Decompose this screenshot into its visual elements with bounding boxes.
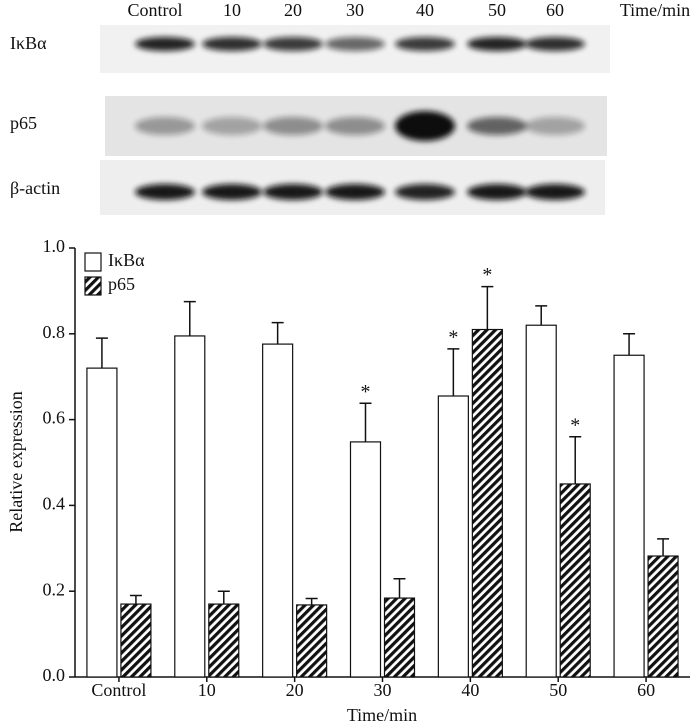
blot-band bbox=[325, 117, 385, 135]
bar bbox=[525, 324, 557, 678]
time-label: Time/min bbox=[620, 0, 690, 20]
bar bbox=[349, 441, 382, 678]
legend-label: IκBα bbox=[108, 250, 145, 270]
legend-swatch bbox=[84, 276, 102, 296]
blot-band bbox=[263, 37, 323, 51]
bar bbox=[208, 603, 240, 678]
y-tick-label: 0.0 bbox=[43, 665, 66, 685]
bar bbox=[559, 483, 591, 678]
x-tick-label: 60 bbox=[637, 680, 655, 700]
error-bar bbox=[623, 333, 636, 356]
bar bbox=[120, 603, 152, 678]
error-bar bbox=[535, 305, 548, 326]
lane-label: Control bbox=[127, 0, 182, 20]
blot-band bbox=[202, 184, 262, 200]
bar bbox=[383, 597, 416, 678]
legend-label: p65 bbox=[108, 274, 135, 294]
error-bar bbox=[183, 300, 196, 336]
blot-band bbox=[135, 117, 195, 135]
row-label: IκBα bbox=[10, 33, 47, 53]
blot-band bbox=[525, 117, 585, 135]
blot-band bbox=[135, 37, 195, 51]
bar bbox=[86, 367, 118, 678]
lane-label: 20 bbox=[284, 0, 302, 20]
blot-band bbox=[467, 184, 527, 200]
blot-band bbox=[202, 117, 262, 135]
x-tick-label: Control bbox=[91, 680, 146, 700]
bar bbox=[437, 395, 469, 678]
error-bar bbox=[129, 594, 142, 605]
x-tick-label: 20 bbox=[286, 680, 304, 700]
y-tick-label: 1.0 bbox=[43, 236, 66, 256]
blot-band bbox=[395, 111, 455, 141]
lane-label: 30 bbox=[346, 0, 364, 20]
error-bar bbox=[481, 285, 494, 330]
error-bar bbox=[359, 402, 372, 442]
error-bar bbox=[569, 436, 582, 484]
bar bbox=[262, 343, 294, 678]
x-tick-label: 40 bbox=[461, 680, 479, 700]
blot-band bbox=[395, 37, 455, 51]
bar bbox=[471, 328, 503, 678]
blot-band bbox=[202, 37, 262, 51]
blot-band bbox=[467, 117, 527, 135]
blot-band bbox=[467, 37, 527, 51]
x-tick-label: 10 bbox=[198, 680, 216, 700]
bar bbox=[296, 604, 328, 678]
western-blot: Control 10 20 30 40 50 60 Time/min IκBα p65 β-acti… bbox=[10, 0, 690, 215]
blot-band bbox=[325, 184, 385, 200]
error-bar bbox=[657, 538, 670, 557]
row-label: β-actin bbox=[10, 178, 60, 198]
blot-band bbox=[525, 184, 585, 200]
significance-mark: * bbox=[448, 326, 458, 348]
legend-swatch bbox=[84, 252, 102, 272]
bar bbox=[174, 335, 206, 678]
blot-band bbox=[395, 184, 455, 200]
error-bar bbox=[95, 337, 108, 369]
y-tick-label: 0.4 bbox=[43, 494, 66, 514]
bar-chart: Relative expression Time/min 0.0 0.2 0.4 0.… bbox=[6, 236, 690, 725]
blot-band bbox=[135, 184, 195, 200]
y-tick-label: 0.2 bbox=[43, 579, 66, 599]
blot-band bbox=[325, 37, 385, 51]
y-axis-label: Relative expression bbox=[6, 391, 26, 532]
error-bar bbox=[271, 321, 284, 345]
significance-mark: * bbox=[482, 264, 492, 286]
bar bbox=[613, 354, 645, 678]
x-tick-label: 30 bbox=[374, 680, 392, 700]
error-bar bbox=[447, 348, 460, 397]
error-bar bbox=[305, 597, 318, 605]
y-tick-label: 0.6 bbox=[43, 408, 66, 428]
x-axis-label: Time/min bbox=[347, 705, 417, 725]
lane-label: 60 bbox=[546, 0, 564, 20]
blot-band bbox=[263, 184, 323, 200]
x-tick-label: 50 bbox=[549, 680, 567, 700]
y-tick-label: 0.8 bbox=[43, 322, 66, 342]
blot-band bbox=[263, 117, 323, 135]
row-label: p65 bbox=[10, 113, 37, 133]
error-bar bbox=[393, 578, 406, 599]
lane-label: 50 bbox=[488, 0, 506, 20]
lane-label: 40 bbox=[416, 0, 434, 20]
blot-band bbox=[525, 37, 585, 51]
bar bbox=[647, 555, 679, 678]
error-bar bbox=[217, 590, 230, 605]
significance-mark: * bbox=[361, 381, 371, 403]
lane-label: 10 bbox=[223, 0, 241, 20]
significance-mark: * bbox=[570, 414, 580, 436]
